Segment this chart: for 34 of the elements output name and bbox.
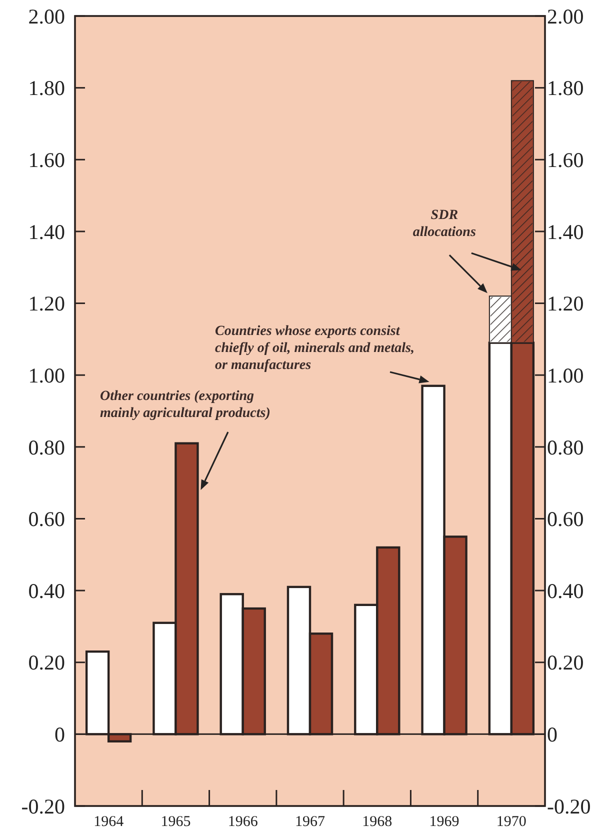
y2-tick-label: -0.20: [547, 794, 591, 818]
y2-tick-label: 0.40: [547, 578, 584, 603]
annotation: SDR allocations: [412, 208, 476, 240]
y2-tick-label: 0.80: [547, 435, 584, 460]
y2-tick-label: 1.20: [547, 292, 584, 316]
y-tick-label: -0.20: [21, 794, 65, 818]
y2-tick-label: 0.20: [547, 650, 584, 675]
y-tick-label: 0.40: [28, 578, 65, 603]
x-tick-label: 1970: [496, 814, 526, 830]
text: Other countries (exporting mainly agricultural products): [100, 389, 270, 421]
y2-tick-label: 0.60: [547, 507, 584, 532]
y-tick-label: 0.60: [28, 507, 65, 532]
x-tick-label: 1968: [362, 814, 392, 830]
y-tick-label: 1.40: [28, 220, 65, 244]
y2-tick-label: 1.00: [547, 363, 584, 388]
y2-tick-label: 1.40: [547, 220, 584, 244]
x-tick-label: 1969: [429, 814, 460, 830]
y-tick-label: 2.00: [28, 4, 65, 28]
y-tick-label: 1.20: [28, 292, 65, 316]
y2-tick-label: 1.80: [547, 76, 584, 100]
y2-tick-label: 2.00: [547, 4, 584, 28]
y-tick-label: 1.00: [28, 363, 65, 388]
series-label: Countries whose exports consist chiefly of oil, minerals and metals, or manufactures: [215, 324, 414, 373]
x-tick-label: 1966: [228, 814, 258, 830]
x-tick-label: 1965: [160, 814, 191, 830]
y-tick-label: 0: [54, 722, 65, 747]
y2-tick-label: 1.60: [547, 148, 584, 172]
y-tick-label: 0.80: [28, 435, 65, 460]
x-tick-label: 1967: [295, 814, 326, 830]
y-tick-label: 0.20: [28, 650, 65, 675]
x-tick-label: 1964: [94, 814, 124, 830]
y-tick-label: 1.60: [28, 148, 65, 172]
y2-tick-label: 0: [547, 722, 558, 747]
y-tick-label: 1.80: [28, 76, 65, 100]
